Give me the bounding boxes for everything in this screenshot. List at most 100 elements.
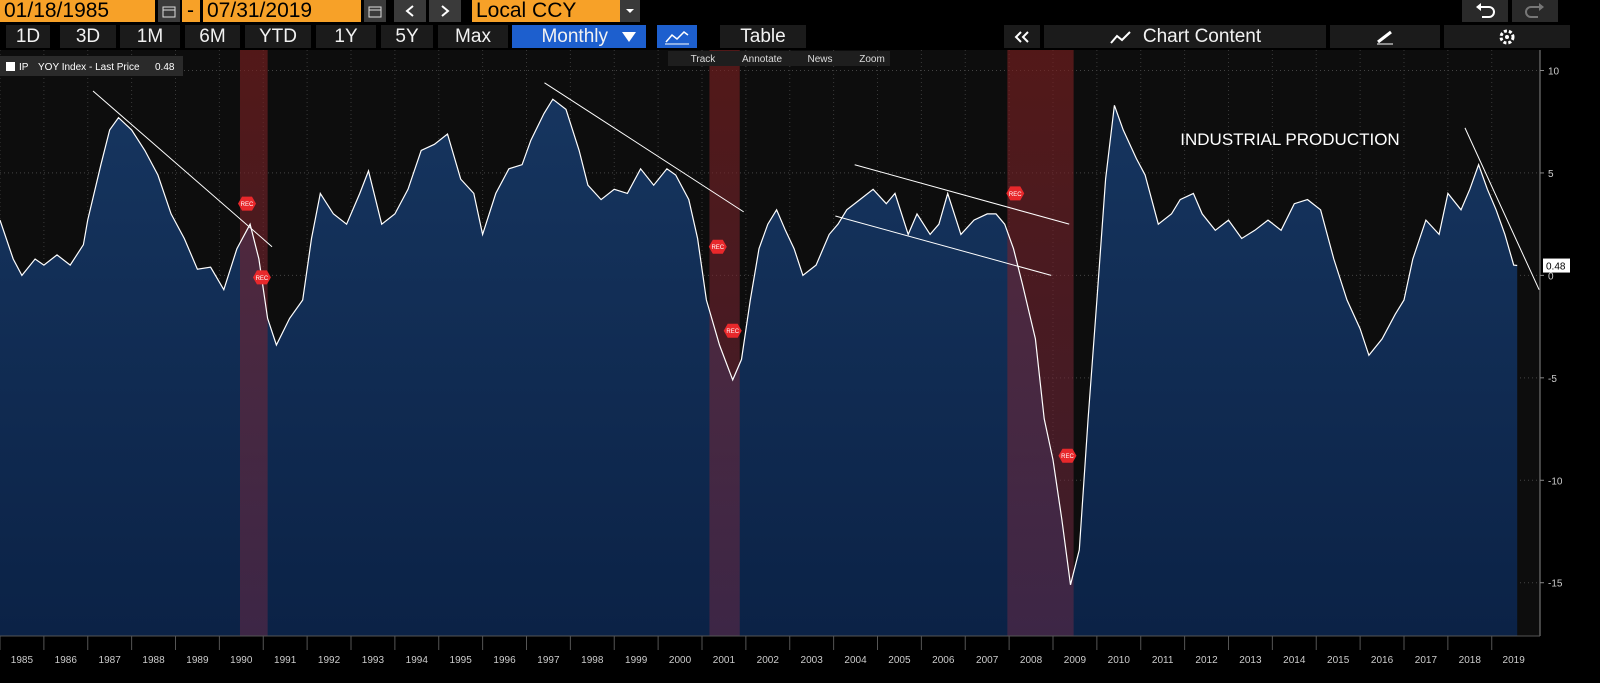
period-button[interactable]: Max xyxy=(438,25,508,48)
area xyxy=(0,99,1518,636)
x-tick-label: 1996 xyxy=(493,655,516,666)
y-tick-label: -15 xyxy=(1548,579,1563,590)
recession-marker-label: REC xyxy=(241,202,254,208)
x-tick-label: 1989 xyxy=(186,655,209,666)
calendar-icon[interactable] xyxy=(158,0,180,22)
recession-marker-label: REC xyxy=(256,276,269,282)
x-tick-label: 1990 xyxy=(230,655,253,666)
recession-marker-label: REC xyxy=(726,329,739,335)
x-tick-label: 1992 xyxy=(318,655,341,666)
legend-box xyxy=(0,56,183,76)
period-button[interactable]: 1Y xyxy=(316,25,376,48)
icon xyxy=(1525,3,1544,18)
x-tick-label: 1987 xyxy=(99,655,122,666)
x-tick-label: 1991 xyxy=(274,655,297,666)
prev-button[interactable] xyxy=(394,0,426,22)
end-date[interactable]: 07/31/2019 xyxy=(203,0,361,22)
line xyxy=(0,98,1518,585)
redo-button[interactable] xyxy=(1512,0,1558,22)
icon xyxy=(1377,30,1393,44)
annotation: INDUSTRIAL PRODUCTION xyxy=(1180,130,1399,149)
tool-zoom[interactable]: Zoom xyxy=(859,53,885,65)
x-tick-label: 2004 xyxy=(844,655,867,666)
recession-marker-label: REC xyxy=(1009,192,1022,198)
icon xyxy=(1499,29,1515,44)
x-tick-label: 2014 xyxy=(1283,655,1306,666)
x-tick-label: 2002 xyxy=(757,655,780,666)
legend-swatch xyxy=(6,62,15,71)
last-price-tag xyxy=(1543,258,1570,273)
icon xyxy=(368,6,382,17)
period-button[interactable]: 1D xyxy=(6,25,50,48)
period-button[interactable]: 1M xyxy=(120,25,180,48)
icon xyxy=(162,6,176,17)
x-tick-label: 1999 xyxy=(625,655,648,666)
y-tick-label: 0 xyxy=(1548,271,1554,282)
recession-marker xyxy=(1006,186,1025,201)
x-tick-label: 2009 xyxy=(1064,655,1087,666)
range-separator: - xyxy=(182,0,200,22)
recession-band xyxy=(239,50,268,636)
x-tick-label: 1997 xyxy=(537,655,560,666)
x-tick-label: 2013 xyxy=(1239,655,1262,666)
legend-value: 0.48 xyxy=(155,62,175,73)
x-tick-label: 2010 xyxy=(1108,655,1131,666)
x-tick-label: 2015 xyxy=(1327,655,1350,666)
table-button[interactable]: Table xyxy=(720,25,806,48)
period-button[interactable]: 3D xyxy=(60,25,116,48)
period-button[interactable]: YTD xyxy=(245,25,311,48)
x-tick-label: 2016 xyxy=(1371,655,1394,666)
y-tick-label: -10 xyxy=(1548,476,1563,487)
x-tick-label: 2003 xyxy=(801,655,824,666)
trend-line xyxy=(544,82,744,213)
start-date[interactable]: 01/18/1985 xyxy=(0,0,155,22)
frequency-button[interactable]: Monthly xyxy=(512,25,612,48)
recession-marker-label: REC xyxy=(1061,454,1074,460)
recession-marker xyxy=(252,270,271,285)
trend-line xyxy=(92,90,273,248)
x-tick-label: 1994 xyxy=(406,655,429,666)
x-tick-label: 1988 xyxy=(142,655,165,666)
frequency-dropdown[interactable] xyxy=(612,25,646,48)
collapse-button[interactable] xyxy=(1004,25,1040,48)
x-tick-label: 2019 xyxy=(1503,655,1526,666)
legend-text: YOY Index - Last Price xyxy=(38,62,140,73)
tool-track[interactable]: Track xyxy=(690,53,716,65)
trend-line xyxy=(854,164,1070,225)
x-tick-label: 1986 xyxy=(55,655,78,666)
currency[interactable]: Local CCY xyxy=(472,0,620,22)
icon xyxy=(622,31,636,42)
x-tick-label: 2005 xyxy=(888,655,911,666)
icon xyxy=(1014,30,1029,43)
next-button[interactable] xyxy=(429,0,461,22)
x-tick-label: 2000 xyxy=(669,655,692,666)
recession-marker xyxy=(238,196,257,211)
x-tick-label: 2008 xyxy=(1020,655,1043,666)
trend-line xyxy=(835,215,1052,276)
settings-button[interactable] xyxy=(1444,25,1570,48)
tool-annotate[interactable]: Annotate xyxy=(741,53,783,65)
recession-marker xyxy=(723,323,742,338)
y-tick-label: 10 xyxy=(1548,66,1560,77)
chart-content-button[interactable]: Chart Content xyxy=(1044,25,1326,48)
legend-series: IP xyxy=(19,62,29,73)
icon xyxy=(1476,3,1495,18)
icon xyxy=(405,5,414,17)
icon xyxy=(1110,30,1131,44)
undo-button[interactable] xyxy=(1462,0,1508,22)
currency-dropdown[interactable] xyxy=(620,0,640,22)
chart-type-button[interactable] xyxy=(657,25,697,48)
period-button[interactable]: 6M xyxy=(185,25,240,48)
y-tick-label: -5 xyxy=(1548,374,1557,385)
tool-news[interactable]: News xyxy=(807,53,833,65)
period-button[interactable]: 5Y xyxy=(381,25,433,48)
tool-strip xyxy=(668,51,890,66)
x-tick-label: 2006 xyxy=(932,655,955,666)
edit-button[interactable] xyxy=(1330,25,1440,48)
x-tick-label: 1985 xyxy=(11,655,34,666)
x-tick-label: 1993 xyxy=(362,655,385,666)
x-tick-label: 1998 xyxy=(581,655,604,666)
calendar-icon[interactable] xyxy=(364,0,386,22)
last-price-label: 0.48 xyxy=(1546,262,1566,273)
